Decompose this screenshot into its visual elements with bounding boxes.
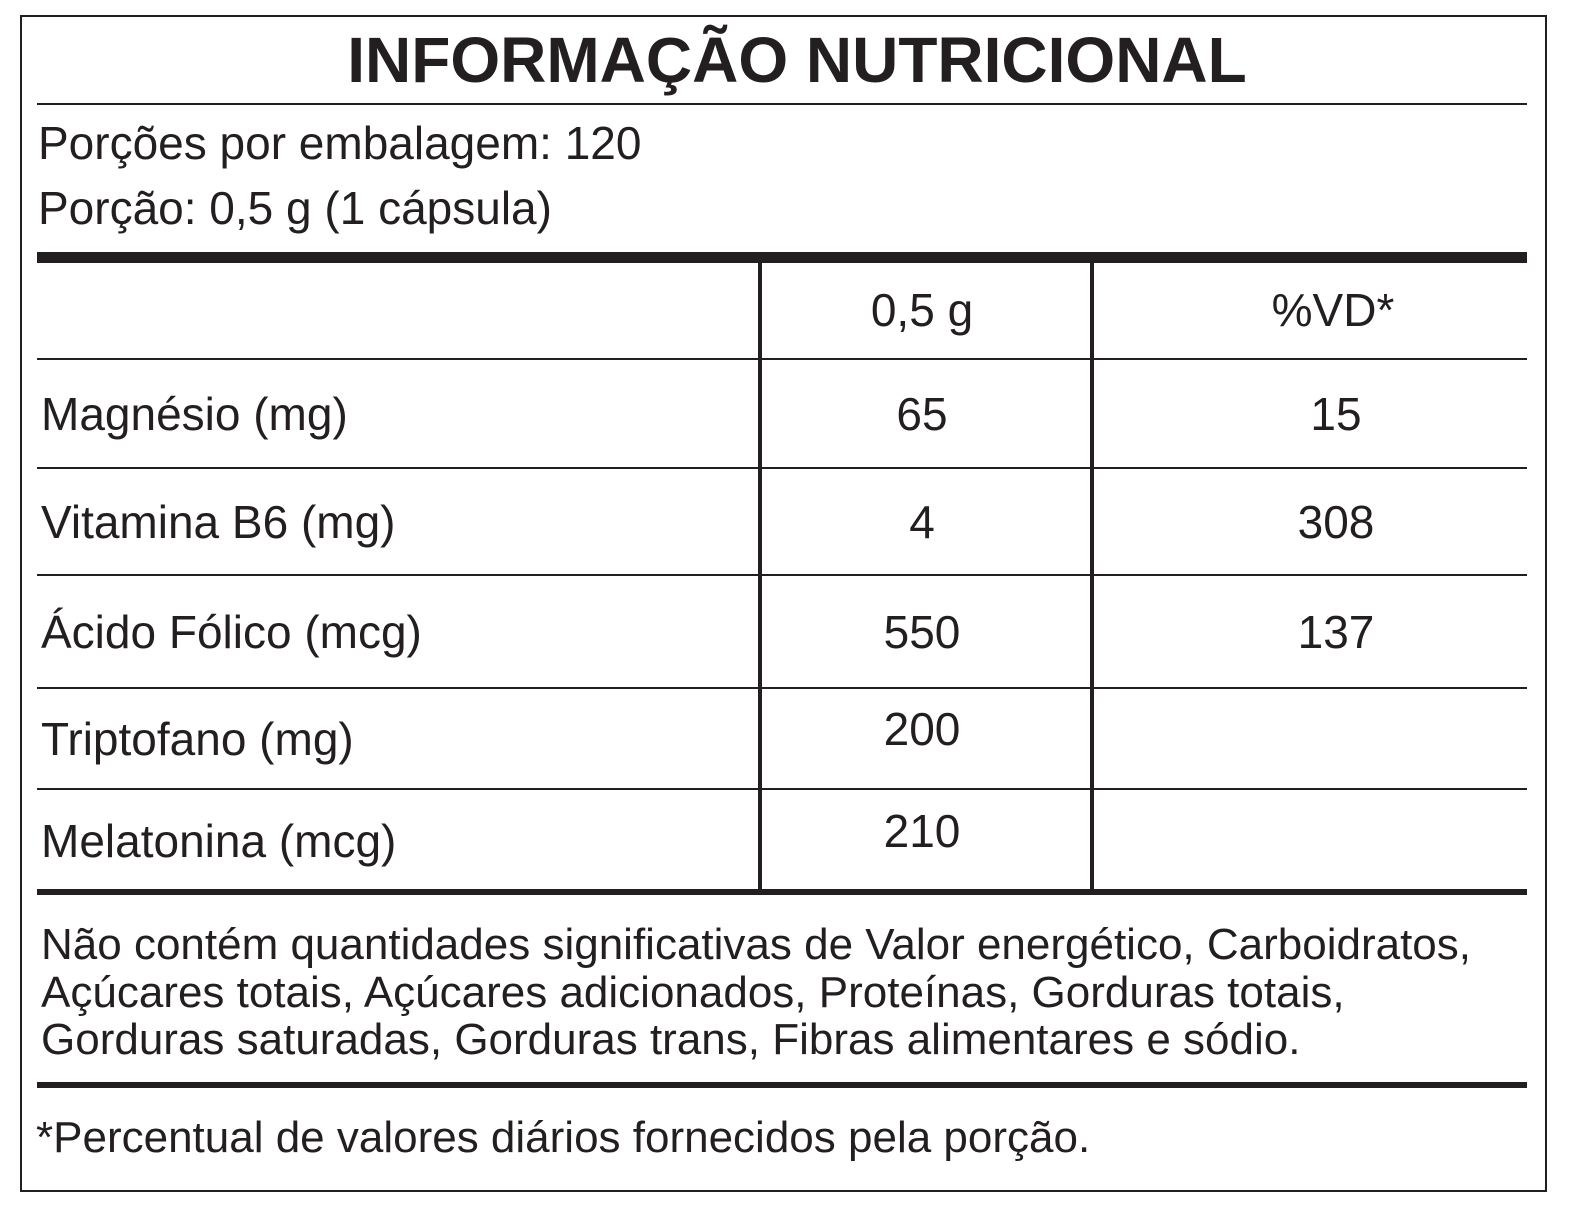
row-label: Ácido Fólico (mcg) (41, 605, 422, 658)
column-divider (758, 262, 762, 892)
column-divider (1090, 262, 1094, 892)
row-label: Melatonina (mcg) (41, 814, 397, 867)
row-label: Vitamina B6 (mg) (41, 495, 396, 548)
note-line: Gorduras saturadas, Gorduras trans, Fibr… (41, 1015, 1301, 1064)
amount: 210 (883, 804, 961, 857)
row-rule (37, 788, 1527, 790)
amount: 4 (909, 495, 935, 548)
nutrition-label (20, 15, 1547, 1192)
row-rule (37, 358, 1527, 360)
row-label: Triptofano (mg) (41, 712, 354, 765)
row-rule (37, 574, 1527, 576)
row-rule (37, 467, 1527, 469)
row-label: Magnésio (mg) (41, 388, 348, 440)
thick-rule (37, 252, 1527, 263)
daily-value: 308 (1297, 495, 1375, 548)
daily-value: 137 (1297, 605, 1375, 658)
note-line: Não contém quantidades significativas de… (41, 920, 1471, 969)
note-line: Açúcares totais, Açúcares adicionados, P… (41, 967, 1345, 1017)
column-header: 0,5 g (870, 284, 974, 336)
thick-rule (37, 889, 1527, 895)
amount: 65 (896, 388, 948, 440)
title: INFORMAÇÃO NUTRICIONAL (347, 24, 1247, 96)
column-header: %VD* (1271, 284, 1395, 336)
servings-line: Porção: 0,5 g (1 cápsula) (38, 182, 552, 234)
thick-rule (37, 1082, 1527, 1088)
daily-value: 15 (1310, 388, 1362, 440)
amount: 550 (883, 605, 961, 658)
servings-line: Porções por embalagem: 120 (38, 117, 642, 169)
amount: 200 (883, 702, 961, 755)
rule (37, 103, 1527, 105)
footnote: *Percentual de valores diários fornecido… (36, 1113, 1091, 1162)
row-rule (37, 687, 1527, 689)
